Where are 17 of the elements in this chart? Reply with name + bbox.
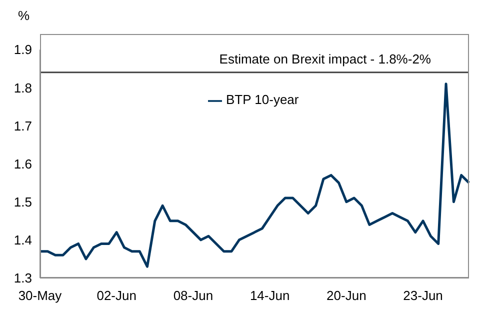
y-tick-label: 1.7 [14,118,32,134]
x-tick-label: 23-Jun [403,288,443,303]
y-tick-label: 1.4 [14,232,32,248]
x-tick-label: 14-Jun [250,288,290,303]
y-tick-label: 1.8 [14,80,32,96]
x-tick-label: 30-May [18,288,62,303]
y-tick-label: 1.3 [14,270,32,286]
line-series [38,82,470,268]
x-tick-label: 02-Jun [96,288,136,303]
x-tick-label: 08-Jun [173,288,214,303]
x-tick-label: 20-Jun [326,288,366,303]
y-tick-label: 1.6 [14,156,32,172]
y-tick-label: 1.5 [14,194,32,210]
ref-line-label: Estimate on Brexit impact - 1.8%-2% [219,52,432,67]
y-axis-title: % [18,8,30,23]
y-tick-label: 1.9 [14,42,32,58]
legend-label: BTP 10-year [226,92,299,107]
